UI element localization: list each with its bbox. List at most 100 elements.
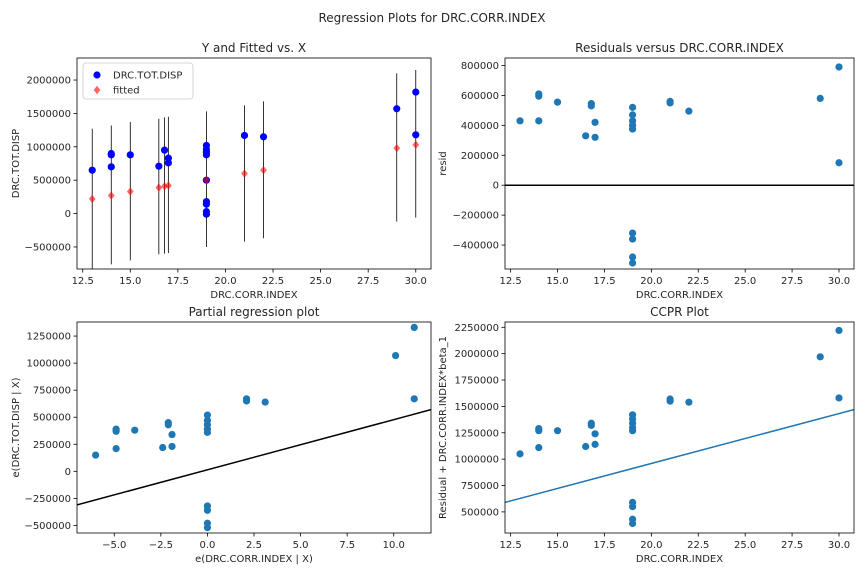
data-point [155,162,163,170]
data-point [535,117,543,125]
fitted-point [412,140,420,150]
data-point [259,133,268,141]
panel-title: Partial regression plot [189,305,320,319]
data-point [816,94,824,103]
y-tick-label: 750000 [461,481,499,492]
data-point [685,398,693,406]
x-axis-label: DRC.CORR.INDEX [210,290,297,301]
y-tick-label: 500000 [33,413,71,424]
data-point [666,99,674,107]
fit-line [77,408,431,506]
y-tick-label: 1500000 [454,402,499,413]
legend-label: DRC.TOT.DISP [113,71,182,82]
y-axis-label: Residual + DRC.CORR.INDEX*beta_1 [438,336,449,519]
data-point [168,430,176,439]
x-tick-label: 17.5 [593,276,615,287]
y-tick-label: −250000 [24,494,71,505]
data-point [410,395,418,403]
x-tick-label: 17.5 [167,276,189,287]
data-point [112,427,120,435]
x-tick-label: 22.5 [262,276,284,287]
axes-frame [504,57,855,270]
data-point [203,411,212,419]
x-tick-label: −5.0 [102,540,126,551]
x-axis-label: DRC.CORR.INDEX [636,290,723,301]
data-point [202,210,211,218]
y-tick-label: 1000000 [26,142,71,153]
data-point [591,440,599,448]
x-tick-label: 25.0 [309,276,331,287]
plot-area [88,70,420,269]
data-point [591,133,599,141]
x-tick-label: 15.0 [546,540,568,551]
x-tick-label: 30.0 [405,276,427,287]
x-tick-label: 30.0 [828,540,850,551]
fitted-point [88,194,96,204]
data-point [628,235,637,243]
panel-title: CCPR Plot [650,305,709,319]
y-tick-label: 600000 [461,91,499,102]
x-tick-label: 20.0 [214,276,236,287]
x-tick-label: 30.0 [828,276,850,287]
panel-ccpr: 12.5 15.0 17.5 20.0 22.5 25.0 27.5 30.0 500000 75… [438,305,855,565]
data-point [835,326,843,335]
y-tick-label: 1000000 [26,359,71,370]
panel-residuals: 12.5 15.0 17.5 20.0 22.5 25.0 27.5 30.0 −400000 −… [438,41,855,301]
data-point [240,131,249,140]
data-point [131,426,139,434]
data-point [202,200,211,208]
x-tick-label: 25.0 [734,276,756,287]
x-tick-label: 12.5 [499,540,521,551]
data-point [835,159,843,167]
legend-box [82,62,194,100]
y-tick-label: 250000 [33,440,71,451]
y-tick-label: −500000 [24,521,71,532]
y-tick-label: 0 [65,209,71,220]
data-point [628,111,637,119]
x-tick-label: 15.0 [119,276,141,287]
panel-y-and-fitted: 12.5 15.0 17.5 20.0 22.5 25.0 27.5 30.0 −500000 0… [11,41,432,301]
legend-marker-fitted [93,85,101,95]
fit-line [505,408,854,504]
data-point [628,229,637,237]
data-point [516,117,524,125]
fitted-point [107,191,115,200]
data-point [587,102,595,110]
data-point [835,63,843,71]
legend: DRC.TOT.DISP fitted [82,62,194,100]
data-point [168,442,176,451]
plot-area [505,326,854,528]
data-point [535,92,543,100]
fitted-point [241,169,248,178]
fitted-point [126,187,134,196]
y-tick-label: −500000 [24,242,71,253]
x-tick-label: 20.0 [640,276,662,287]
panel-title: Residuals versus DRC.CORR.INDEX [575,41,784,55]
data-point [242,397,251,405]
axes-frame [504,321,855,534]
x-tick-label: 22.5 [687,276,709,287]
data-point [202,151,211,159]
data-point [587,421,595,429]
figure-suptitle: Regression Plots for DRC.CORR.INDEX [318,11,545,25]
y-tick-label: −400000 [452,241,499,252]
x-tick-label: 12.5 [72,276,94,287]
data-point [261,398,269,406]
data-point [582,132,590,140]
y-tick-label: 1000000 [454,455,499,466]
x-tick-label: 7.5 [339,540,355,551]
data-point [516,450,524,458]
y-tick-label: 800000 [461,61,499,72]
data-point [628,519,637,528]
data-point [112,445,120,453]
data-point [535,443,543,452]
y-tick-label: 1500000 [26,109,71,120]
x-tick-label: 2.5 [246,540,262,551]
y-tick-label: −200000 [452,211,499,222]
y-tick-label: 0 [493,181,499,192]
fitted-point [164,181,172,190]
panel-title: Y and Fitted vs. X [201,41,306,55]
data-point [582,442,590,451]
panel-partial-regression: −5.0 −2.5 0.0 2.5 5.0 7.5 10.0 −500000 −250000 0 2… [11,305,432,565]
fitted-point [161,182,168,191]
